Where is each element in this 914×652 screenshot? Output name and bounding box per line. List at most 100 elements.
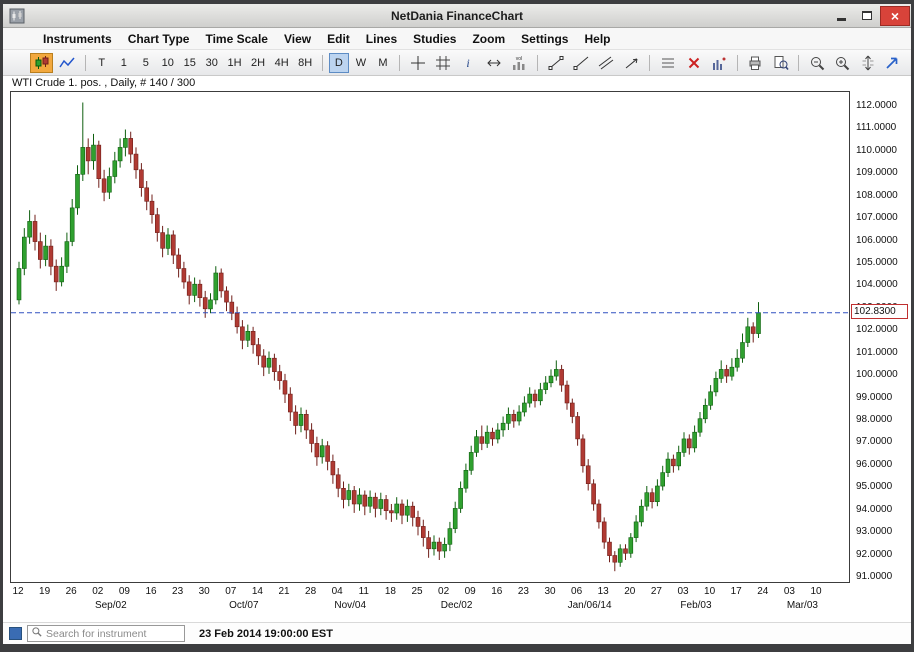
time-axis-day-label: 03 xyxy=(779,586,799,597)
menu-edit[interactable]: Edit xyxy=(319,29,358,49)
title-bar[interactable]: NetDania FinanceChart × xyxy=(3,4,911,28)
channel-icon xyxy=(598,55,614,71)
svg-text:vol: vol xyxy=(516,56,522,62)
window-controls: × xyxy=(828,4,911,27)
volume-icon: vol xyxy=(511,55,527,71)
candlestick-chart-button[interactable] xyxy=(30,53,53,73)
zoom-in-button[interactable] xyxy=(831,53,854,73)
time-axis-month-label: Nov/04 xyxy=(327,600,373,611)
grid-icon xyxy=(435,55,451,71)
time-axis-day-label: 13 xyxy=(593,586,613,597)
interval-button-2H[interactable]: 2H xyxy=(247,53,269,73)
price-axis-label: 94.0000 xyxy=(856,504,892,515)
print-button[interactable] xyxy=(744,53,767,73)
menu-time-scale[interactable]: Time Scale xyxy=(197,29,275,49)
interval-button-D[interactable]: D xyxy=(329,53,349,73)
line-chart-button[interactable] xyxy=(55,53,78,73)
zoom-in-icon xyxy=(834,55,850,71)
interval-button-8H[interactable]: 8H xyxy=(294,53,316,73)
window-inner: NetDania FinanceChart × Instruments Char… xyxy=(3,4,911,644)
time-axis-day-label: 10 xyxy=(806,586,826,597)
interval-button-T[interactable]: T xyxy=(92,53,112,73)
time-axis-day-label: 19 xyxy=(35,586,55,597)
time-axis-day-label: 20 xyxy=(620,586,640,597)
vertical-scale-icon xyxy=(860,55,876,71)
pin-panel-icon xyxy=(884,55,900,71)
maximize-icon xyxy=(862,11,872,20)
time-axis-day-label: 24 xyxy=(753,586,773,597)
toolbar-separator xyxy=(798,55,799,71)
toolbar: T151015301H2H4H8HDWMivol xyxy=(3,50,911,76)
price-axis-label: 97.0000 xyxy=(856,436,892,447)
delete-icon xyxy=(686,55,702,71)
interval-button-10[interactable]: 10 xyxy=(158,53,178,73)
time-axis-day-label: 30 xyxy=(540,586,560,597)
interval-button-4H[interactable]: 4H xyxy=(271,53,293,73)
price-axis-label: 92.0000 xyxy=(856,549,892,560)
studies-button[interactable] xyxy=(707,53,730,73)
close-button[interactable]: × xyxy=(880,6,910,26)
menu-chart-type[interactable]: Chart Type xyxy=(120,29,198,49)
menu-view[interactable]: View xyxy=(276,29,319,49)
time-axis-day-label: 10 xyxy=(700,586,720,597)
price-axis-label: 98.0000 xyxy=(856,414,892,425)
toolbar-separator xyxy=(649,55,650,71)
volume-button[interactable]: vol xyxy=(507,53,530,73)
menu-lines[interactable]: Lines xyxy=(358,29,405,49)
price-axis-label: 100.0000 xyxy=(856,369,898,380)
pin-panel-button[interactable] xyxy=(881,53,904,73)
minimize-button[interactable] xyxy=(828,6,854,26)
time-axis-day-label: 09 xyxy=(114,586,134,597)
delete-button[interactable] xyxy=(682,53,705,73)
price-axis-label: 109.0000 xyxy=(856,167,898,178)
app-window: NetDania FinanceChart × Instruments Char… xyxy=(0,0,914,652)
price-axis-label: 102.0000 xyxy=(856,324,898,335)
zoom-out-button[interactable] xyxy=(805,53,828,73)
ray-line-button[interactable] xyxy=(569,53,592,73)
menu-settings[interactable]: Settings xyxy=(513,29,576,49)
search-box[interactable] xyxy=(27,625,185,642)
time-axis-month-label: Dec/02 xyxy=(434,600,480,611)
time-axis-day-label: 16 xyxy=(141,586,161,597)
chart-area[interactable]: WTI Crude 1. pos. , Daily, # 140 / 300 1… xyxy=(3,76,911,622)
ray-line-icon xyxy=(573,55,589,71)
info-button[interactable]: i xyxy=(457,53,480,73)
interval-button-5[interactable]: 5 xyxy=(136,53,156,73)
time-axis-day-label: 07 xyxy=(221,586,241,597)
menu-instruments[interactable]: Instruments xyxy=(35,29,120,49)
price-axis-label: 108.0000 xyxy=(856,190,898,201)
interval-button-W[interactable]: W xyxy=(351,53,371,73)
menu-zoom[interactable]: Zoom xyxy=(464,29,513,49)
trend-line-icon xyxy=(548,55,564,71)
grid-button[interactable] xyxy=(431,53,454,73)
horizontal-scroll-button[interactable] xyxy=(482,53,505,73)
toolbar-separator xyxy=(322,55,323,71)
print-preview-button[interactable] xyxy=(769,53,792,73)
interval-button-1[interactable]: 1 xyxy=(114,53,134,73)
interval-button-30[interactable]: 30 xyxy=(202,53,222,73)
interval-button-15[interactable]: 15 xyxy=(180,53,200,73)
interval-button-1H[interactable]: 1H xyxy=(224,53,246,73)
time-axis-day-label: 30 xyxy=(194,586,214,597)
menu-studies[interactable]: Studies xyxy=(405,29,464,49)
maximize-button[interactable] xyxy=(854,6,880,26)
trend-line-button[interactable] xyxy=(544,53,567,73)
price-axis[interactable]: 112.0000111.0000110.0000109.0000108.0000… xyxy=(854,76,911,622)
menu-help[interactable]: Help xyxy=(576,29,618,49)
time-axis-day-label: 28 xyxy=(301,586,321,597)
search-input[interactable] xyxy=(46,628,181,640)
crosshair-button[interactable] xyxy=(406,53,429,73)
horizontal-lines-button[interactable] xyxy=(656,53,679,73)
time-axis-day-label: 14 xyxy=(247,586,267,597)
time-axis-day-label: 03 xyxy=(673,586,693,597)
line-chart-icon xyxy=(59,55,75,71)
price-axis-label: 105.0000 xyxy=(856,257,898,268)
channel-button[interactable] xyxy=(595,53,618,73)
arrow-line-button[interactable] xyxy=(620,53,643,73)
vertical-scale-button[interactable] xyxy=(856,53,879,73)
price-axis-label: 91.0000 xyxy=(856,571,892,582)
time-axis-day-label: 23 xyxy=(513,586,533,597)
last-price-marker: 102.8300 xyxy=(851,304,908,319)
interval-button-M[interactable]: M xyxy=(373,53,393,73)
plot-frame[interactable] xyxy=(10,91,850,583)
